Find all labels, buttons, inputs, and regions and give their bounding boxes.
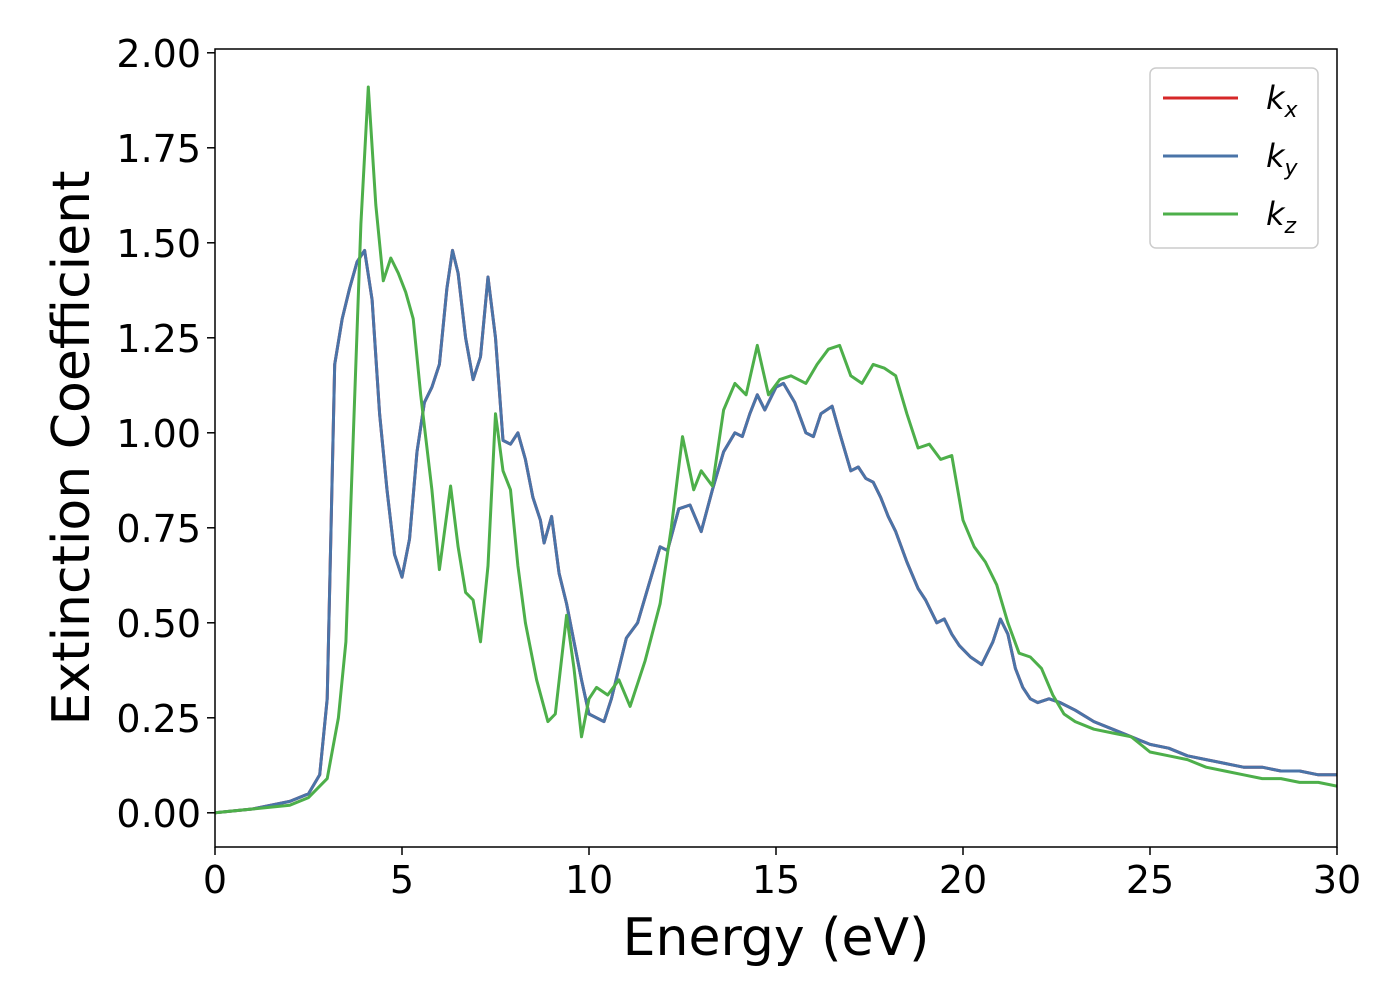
legend-label-sub: z	[1284, 214, 1297, 239]
legend-label-k-x: kx	[1266, 79, 1299, 123]
x-tick-label: 30	[1313, 858, 1361, 902]
legend-label-k-z: kz	[1266, 195, 1297, 239]
x-tick-label: 0	[203, 858, 227, 902]
y-axis-title: Extinction Coefficient	[42, 171, 102, 726]
y-tick-label: 0.50	[116, 602, 201, 646]
legend-label-main: k	[1266, 137, 1286, 175]
y-tick-label: 0.25	[116, 697, 201, 741]
y-tick-label: 0.75	[116, 507, 201, 551]
y-tick-label: 2.00	[116, 32, 201, 76]
x-axis-title: Energy (eV)	[623, 908, 930, 968]
legend-box	[1149, 67, 1319, 249]
series-line-k-y	[215, 248, 1337, 815]
series-layer	[215, 85, 1337, 815]
x-tick-label: 25	[1126, 858, 1174, 902]
x-tick-label: 15	[752, 858, 800, 902]
y-tick-label: 1.50	[116, 222, 201, 266]
x-tick-label: 20	[939, 858, 987, 902]
y-tick-label: 1.00	[116, 412, 201, 456]
legend-label-sub: y	[1284, 156, 1299, 181]
legend-label-main: k	[1266, 195, 1286, 233]
y-tick-label: 0.00	[116, 792, 201, 836]
x-tick-label: 5	[390, 858, 414, 902]
y-axis: 0.00 0.25 0.50 0.75 1.00 1.25 1.50 1.75 2.00	[116, 32, 215, 836]
legend-label-main: k	[1266, 79, 1286, 117]
y-tick-label: 1.75	[116, 127, 201, 171]
x-axis: 0 5 10 15 20 25 30	[203, 847, 1361, 902]
series-line-k-z	[215, 85, 1337, 815]
y-tick-label: 1.25	[116, 317, 201, 361]
x-tick-label: 10	[565, 858, 613, 902]
legend-label-k-y: ky	[1266, 137, 1299, 181]
legend-label-sub: x	[1284, 98, 1299, 123]
